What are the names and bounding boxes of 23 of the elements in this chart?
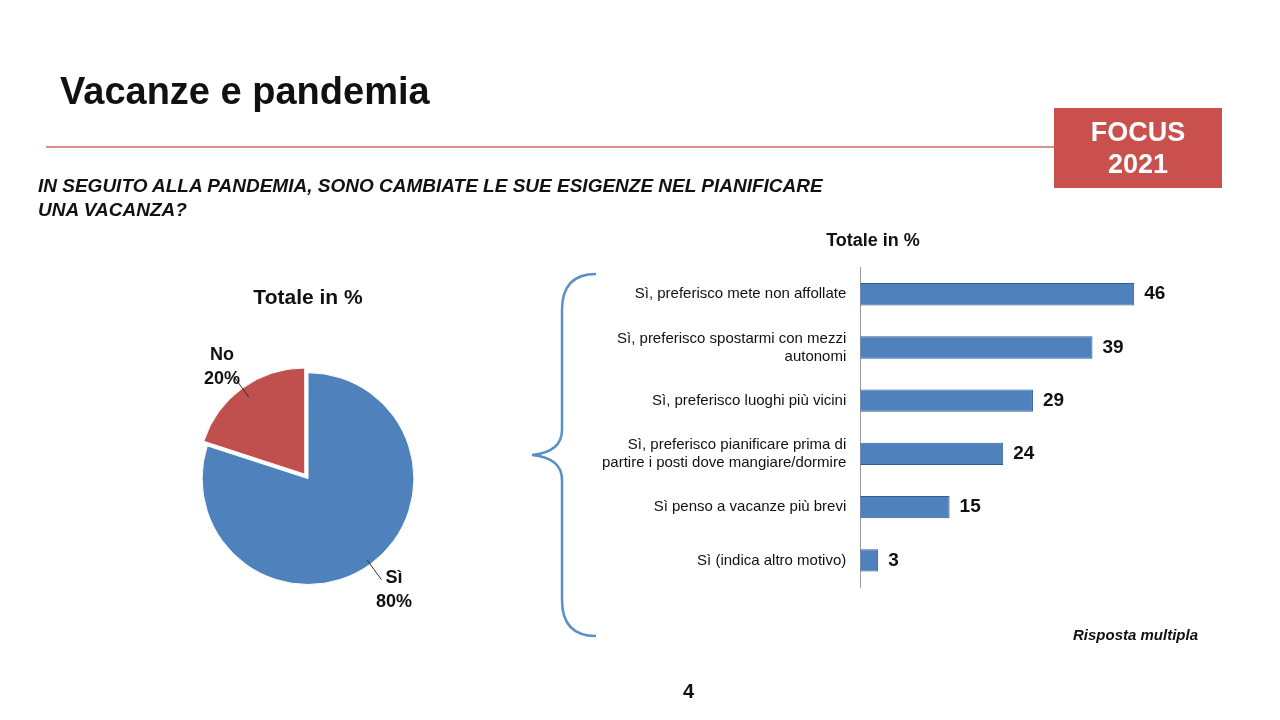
y-tick-label: Sì, preferisco spostarmi con mezzi autonomi [617,328,847,364]
y-tick-label: Sì, preferisco luoghi più vicini [652,390,847,408]
slice-label: Sì [385,566,403,587]
text: FOCUS 2021 [1054,108,1222,188]
y-tick-label: Sì penso a vacanze più brevi [653,497,847,515]
chart-title: Totale in % [826,229,920,250]
slice-label: No [210,344,235,365]
data-label: 20% [204,368,241,389]
data-label: 39 [1102,335,1124,357]
data-label: 29 [1042,388,1065,410]
data-label: 3 [888,548,899,570]
y-tick-label: Sì (indica altro motivo) [697,550,847,568]
text: IN SEGUITO ALLA PANDEMIA, SONO CAMBIATE LE SUE ESIGENZE NEL PIANIFICARE UNA VACANZA? [38,174,824,222]
y-tick-label: Sì, preferisco mete non affollate [634,284,847,302]
data-label: 46 [1144,282,1166,304]
data-label: 80% [375,590,412,611]
text: Risposta multipla [1071,626,1199,643]
data-label: 15 [959,495,982,517]
data-label: 24 [1013,442,1035,464]
chart-title: Totale in % [253,285,363,309]
text: 4 [683,680,695,703]
y-tick-label: Sì, preferisco pianificare prima di partire i posti dove mangiare/dormire [602,435,847,471]
text: Vacanze e pandemia [60,70,430,113]
